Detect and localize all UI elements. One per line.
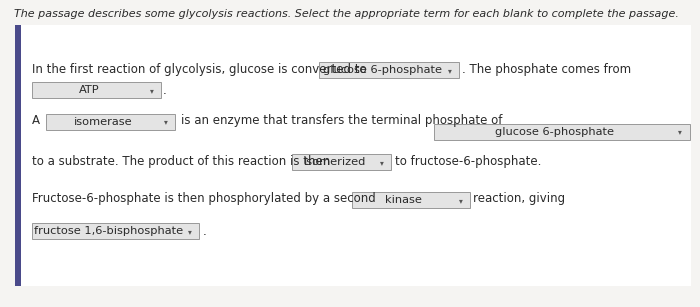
Text: A: A [32,114,39,127]
FancyBboxPatch shape [32,82,161,98]
FancyBboxPatch shape [292,154,391,170]
Text: The passage describes some glycolysis reactions. Select the appropriate term for: The passage describes some glycolysis re… [14,9,679,19]
Text: .: . [203,225,206,238]
FancyBboxPatch shape [15,25,691,286]
Text: ▾: ▾ [380,158,384,167]
Text: ▾: ▾ [448,66,452,75]
Text: kinase: kinase [386,195,422,205]
Text: to fructose-6-phosphate.: to fructose-6-phosphate. [395,155,541,168]
FancyBboxPatch shape [32,223,200,239]
Text: reaction, giving: reaction, giving [473,192,565,205]
Text: ▾: ▾ [188,227,193,236]
Text: ▾: ▾ [150,86,154,95]
FancyBboxPatch shape [319,62,459,78]
FancyBboxPatch shape [352,192,470,208]
FancyBboxPatch shape [15,25,21,286]
Text: glucose 6-phosphate: glucose 6-phosphate [496,127,615,137]
Text: ATP: ATP [79,85,99,95]
Text: ▾: ▾ [678,127,682,136]
Text: to a substrate. The product of this reaction is then: to a substrate. The product of this reac… [32,155,330,168]
Text: fructose 1,6-bisphosphate: fructose 1,6-bisphosphate [34,227,183,236]
Text: is an enzyme that transfers the terminal phosphate of: is an enzyme that transfers the terminal… [181,114,502,127]
FancyBboxPatch shape [46,114,175,130]
Text: isomerized: isomerized [303,157,366,167]
Text: In the first reaction of glycolysis, glucose is converted to: In the first reaction of glycolysis, glu… [32,63,366,76]
Text: . The phosphate comes from: . The phosphate comes from [462,63,631,76]
Text: isomerase: isomerase [74,117,132,126]
Text: .: . [163,84,167,97]
FancyBboxPatch shape [434,124,690,140]
Text: ▾: ▾ [458,196,463,205]
Text: ▾: ▾ [164,117,168,126]
Text: Fructose-6-phosphate is then phosphorylated by a second: Fructose-6-phosphate is then phosphoryla… [32,192,375,205]
Text: glucose 6-phosphate: glucose 6-phosphate [323,65,442,75]
